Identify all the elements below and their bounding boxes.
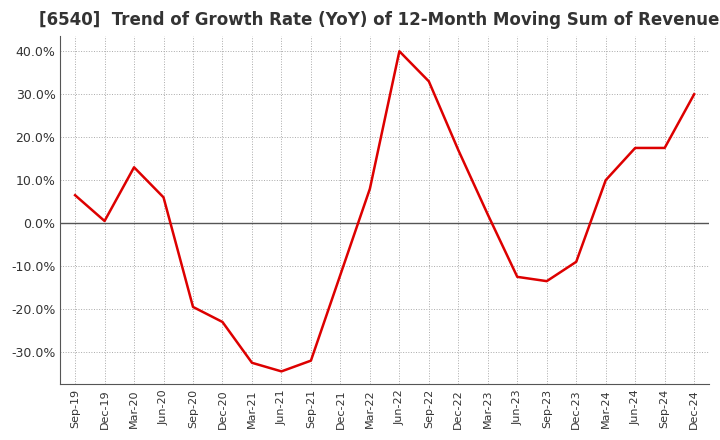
Title: [6540]  Trend of Growth Rate (YoY) of 12-Month Moving Sum of Revenues: [6540] Trend of Growth Rate (YoY) of 12-…: [40, 11, 720, 29]
